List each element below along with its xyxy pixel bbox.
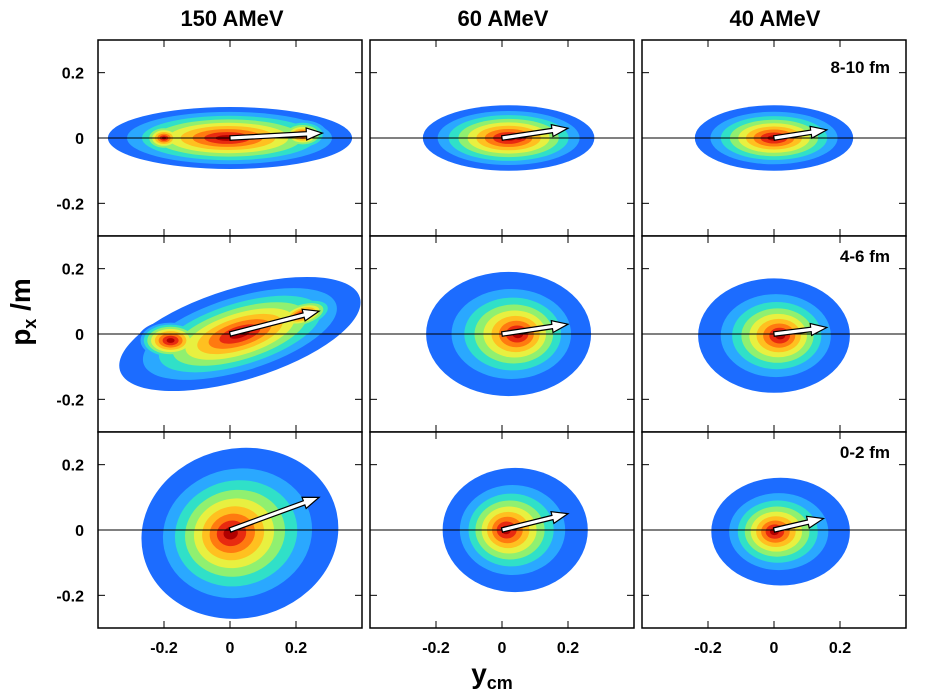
centrality-label: 8-10 fm <box>830 58 890 77</box>
y-axis-title-tail: /m <box>5 278 36 318</box>
flow-arrow <box>228 308 321 337</box>
centrality-label: 0-2 fm <box>840 443 890 462</box>
flow-arrow <box>772 515 826 533</box>
x-tick-label: 0.2 <box>285 640 307 657</box>
contour-level-8 <box>166 338 175 343</box>
centrality-label: 4-6 fm <box>840 247 890 266</box>
x-tick-label: -0.2 <box>694 640 722 657</box>
contour-group <box>141 447 339 619</box>
column-title: 150 AMeV <box>180 6 283 31</box>
panel <box>641 235 907 433</box>
flow-arrow-shape <box>773 322 829 337</box>
y-tick-label: 0.2 <box>62 66 84 83</box>
flow-arrow <box>500 319 570 337</box>
y-axis-title: px /m <box>5 278 40 346</box>
panel <box>369 39 635 237</box>
panel <box>641 39 907 237</box>
x-axis-title-sub: cm <box>487 673 513 693</box>
panel: -0.2 0 0.2 <box>369 431 635 657</box>
flow-arrow-shape <box>228 308 321 337</box>
x-tick-label: 0 <box>226 640 235 657</box>
flow-arrow-shape <box>500 510 570 533</box>
panels-layer: 0.20-0.20.20-0.2-0.2 0 0.20.20-0.2-0.2 0 0.2… <box>56 39 907 657</box>
y-axis-title-sub: x <box>20 319 40 329</box>
contour-group <box>422 105 595 171</box>
x-tick-label: 0.2 <box>829 640 851 657</box>
x-tick-label: 0 <box>770 640 779 657</box>
x-tick-label: 0 <box>498 640 507 657</box>
column-title: 40 AMeV <box>730 6 821 31</box>
flow-arrow-shape <box>229 127 325 141</box>
x-tick-label: -0.2 <box>422 640 450 657</box>
flow-arrow <box>500 123 570 141</box>
flow-arrow-shape <box>772 125 829 141</box>
x-axis-title: ycm <box>471 658 513 693</box>
x-axis-title-main: y <box>471 658 487 689</box>
y-tick-label: 0.2 <box>62 458 84 475</box>
y-axis-title-main: p <box>5 329 36 346</box>
x-tick-label: 0.2 <box>557 640 579 657</box>
y-tick-label: -0.2 <box>56 196 84 213</box>
panel <box>369 235 635 433</box>
y-tick-label: 0 <box>75 327 84 344</box>
panel: 0.2 0 -0.2 <box>56 39 363 237</box>
column-title: 60 AMeV <box>458 6 549 31</box>
flow-arrow-shape <box>500 123 570 141</box>
flow-arrow <box>773 322 829 337</box>
y-tick-label: -0.2 <box>56 392 84 409</box>
y-tick-label: 0 <box>75 131 84 148</box>
flow-arrow <box>500 510 570 533</box>
flow-arrow-shape <box>228 496 321 533</box>
panel: -0.2 0 0.2 0.2 0 -0.2 <box>56 431 363 657</box>
panel: 0.2 0 -0.2 <box>56 235 363 433</box>
flow-arrow-shape <box>772 515 826 533</box>
flow-arrow <box>772 125 829 141</box>
y-tick-label: 0 <box>75 523 84 540</box>
y-tick-label: -0.2 <box>56 588 84 605</box>
y-tick-label: 0.2 <box>62 262 84 279</box>
flow-arrow-shape <box>500 319 570 337</box>
contour-group <box>711 477 850 586</box>
flow-arrow <box>229 127 325 141</box>
flow-arrow <box>228 496 321 533</box>
panel: -0.2 0 0.2 <box>641 431 907 657</box>
x-tick-label: -0.2 <box>150 640 178 657</box>
